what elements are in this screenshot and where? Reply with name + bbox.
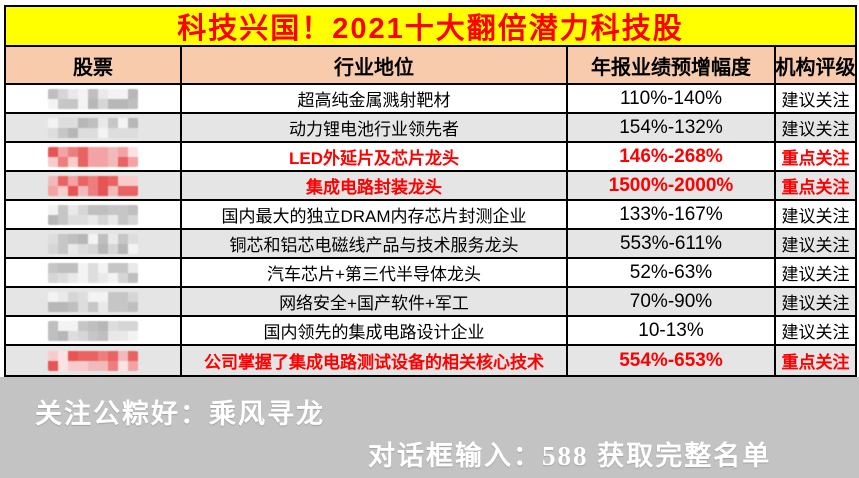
redacted-stock-name: [48, 291, 138, 312]
title-bar: 科技兴国！2021十大翻倍潜力科技股: [6, 7, 855, 47]
rating-cell: 建议关注: [781, 207, 850, 226]
stock-name-cell: [6, 172, 182, 199]
industry-cell: 动力锂电池行业领先者: [182, 114, 568, 141]
growth-cell: 70%-90%: [568, 288, 776, 315]
industry-cell: 网络安全+国产软件+军工: [182, 288, 568, 315]
industry-cell: 集成电路封装龙头: [182, 172, 568, 199]
table-row: 集成电路封装龙头 1500%-2000% 重点关注: [6, 172, 855, 201]
industry-cell: 铜芯和铝芯电磁线产品与技术服务龙头: [182, 230, 568, 257]
stock-table: 科技兴国！2021十大翻倍潜力科技股 股票 行业地位 年报业绩预增幅度 机构评级…: [4, 5, 857, 377]
table-body: 超高纯金属溅射靶材 110%-140% 建议关注 动力锂电池行业领先者 154%…: [6, 85, 855, 375]
industry-cell: 超高纯金属溅射靶材: [182, 85, 568, 112]
stock-name-cell: [6, 230, 182, 257]
rating-cell: 建议关注: [781, 294, 850, 313]
rating-cell: 建议关注: [781, 236, 850, 255]
rating-cell: 重点关注: [781, 149, 850, 168]
footer-banner: 关注公粽好：乘风寻龙 对话框输入：588 获取完整名单: [0, 377, 859, 478]
stock-name-cell: [6, 346, 182, 375]
table-header-row: 股票 行业地位 年报业绩预增幅度 机构评级: [6, 47, 855, 85]
growth-cell: 146%-268%: [568, 143, 776, 170]
stock-name-cell: [6, 259, 182, 286]
redacted-stock-name: [48, 117, 138, 138]
industry-cell: 国内最大的独立DRAM内存芯片封测企业: [182, 201, 568, 228]
growth-cell: 110%-140%: [568, 85, 776, 112]
table-row: 网络安全+国产软件+军工 70%-90% 建议关注: [6, 288, 855, 317]
page-title: 科技兴国！2021十大翻倍潜力科技股: [177, 13, 684, 45]
table-row: 公司掌握了集成电路测试设备的相关核心技术 554%-653% 重点关注: [6, 346, 855, 375]
stock-name-cell: [6, 317, 182, 344]
rating-cell: 重点关注: [781, 353, 850, 372]
header-industry-position: 行业地位: [182, 47, 568, 83]
stock-name-cell: [6, 288, 182, 315]
growth-cell: 553%-611%: [568, 230, 776, 257]
footer-reply-text: 对话框输入：588 获取完整名单: [368, 441, 772, 471]
redacted-stock-name: [48, 320, 138, 341]
redacted-stock-name: [48, 175, 138, 196]
stock-name-cell: [6, 85, 182, 112]
redacted-stock-name: [48, 350, 138, 371]
growth-cell: 52%-63%: [568, 259, 776, 286]
growth-cell: 554%-653%: [568, 346, 776, 375]
growth-cell: 133%-167%: [568, 201, 776, 228]
stock-name-cell: [6, 114, 182, 141]
stock-name-cell: [6, 201, 182, 228]
redacted-stock-name: [48, 204, 138, 225]
header-growth-forecast: 年报业绩预增幅度: [568, 47, 776, 83]
table-row: 汽车芯片+第三代半导体龙头 52%-63% 建议关注: [6, 259, 855, 288]
table-row: 铜芯和铝芯电磁线产品与技术服务龙头 553%-611% 建议关注: [6, 230, 855, 259]
rating-cell: 建议关注: [781, 323, 850, 342]
rating-cell: 建议关注: [781, 91, 850, 110]
redacted-stock-name: [48, 88, 138, 109]
rating-cell: 重点关注: [781, 178, 850, 197]
redacted-stock-name: [48, 233, 138, 254]
rating-cell: 建议关注: [781, 120, 850, 139]
stock-name-cell: [6, 143, 182, 170]
industry-cell: 汽车芯片+第三代半导体龙头: [182, 259, 568, 286]
table-row: 国内领先的集成电路设计企业 10-13% 建议关注: [6, 317, 855, 346]
growth-cell: 154%-132%: [568, 114, 776, 141]
redacted-stock-name: [48, 146, 138, 167]
industry-cell: LED外延片及芯片龙头: [182, 143, 568, 170]
growth-cell: 1500%-2000%: [568, 172, 776, 199]
industry-cell: 国内领先的集成电路设计企业: [182, 317, 568, 344]
table-row: 超高纯金属溅射靶材 110%-140% 建议关注: [6, 85, 855, 114]
header-institution-rating: 机构评级: [776, 56, 855, 79]
header-stock: 股票: [6, 47, 182, 83]
redacted-stock-name: [48, 262, 138, 283]
industry-cell: 公司掌握了集成电路测试设备的相关核心技术: [182, 346, 568, 375]
rating-cell: 建议关注: [781, 265, 850, 284]
footer-follow-text: 关注公粽好：乘风寻龙: [35, 399, 325, 429]
growth-cell: 10-13%: [568, 317, 776, 344]
table-row: 国内最大的独立DRAM内存芯片封测企业 133%-167% 建议关注: [6, 201, 855, 230]
table-row: LED外延片及芯片龙头 146%-268% 重点关注: [6, 143, 855, 172]
table-row: 动力锂电池行业领先者 154%-132% 建议关注: [6, 114, 855, 143]
